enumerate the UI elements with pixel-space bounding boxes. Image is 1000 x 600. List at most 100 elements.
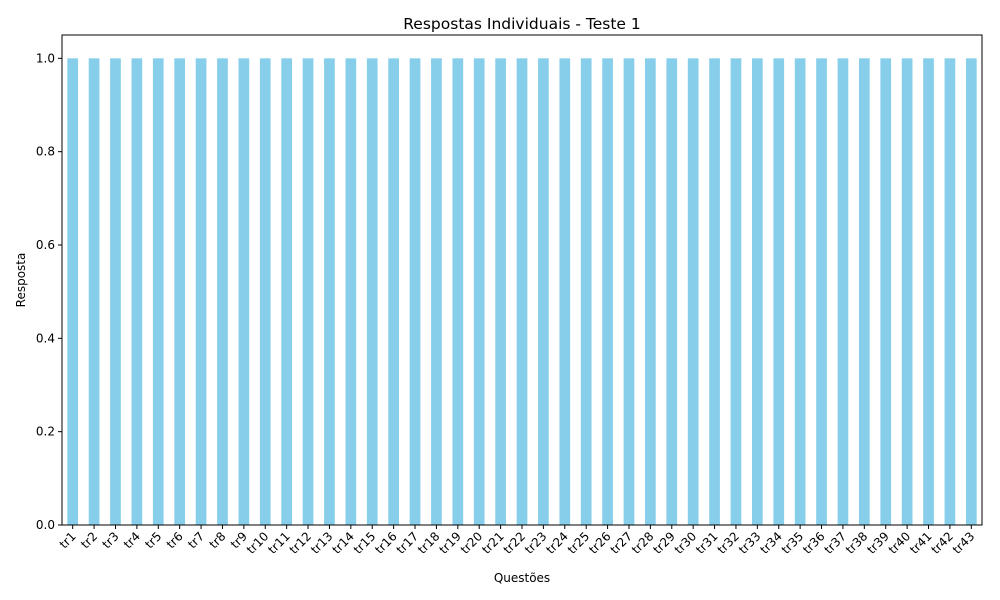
- bar-tr35: [794, 58, 806, 525]
- bar-tr28: [645, 58, 656, 525]
- bar-tr3: [110, 58, 121, 525]
- bar-tr31: [709, 58, 720, 525]
- y-tick-label: 0.8: [36, 145, 55, 159]
- x-tick-label: tr35: [779, 529, 807, 557]
- bar-tr41: [923, 58, 934, 525]
- x-tick-label: tr10: [244, 529, 272, 557]
- bar-tr11: [281, 58, 292, 525]
- bar-tr27: [623, 58, 635, 525]
- x-tick-label: tr25: [565, 529, 593, 557]
- bar-tr16: [388, 58, 399, 525]
- x-axis-label: Questões: [494, 571, 550, 585]
- x-tick-label: tr26: [586, 529, 614, 557]
- x-tick-label: tr42: [929, 529, 957, 557]
- x-axis: tr1 tr2 tr3 tr4 tr5 tr6 tr7 tr8 tr9tr10tr11tr12t…: [57, 525, 978, 557]
- x-tick-label: tr34: [757, 529, 785, 557]
- x-tick-label: tr31: [693, 529, 721, 557]
- x-tick-label: tr40: [886, 529, 914, 557]
- x-tick-label: tr11: [265, 529, 293, 557]
- y-tick-label: 0.2: [36, 425, 55, 439]
- chart-title: Respostas Individuais - Teste 1: [403, 15, 641, 33]
- bar-tr5: [152, 58, 164, 525]
- x-tick-label: tr15: [351, 529, 379, 557]
- x-tick-label: tr37: [822, 529, 850, 557]
- x-tick-label: tr17: [394, 529, 422, 557]
- x-tick-label: tr22: [501, 529, 529, 557]
- x-tick-label: tr28: [629, 529, 657, 557]
- bar-tr6: [174, 58, 186, 525]
- bar-tr29: [666, 58, 678, 525]
- bar-tr43: [965, 58, 977, 525]
- bar-tr34: [773, 58, 785, 525]
- bar-tr42: [944, 58, 956, 525]
- bar-tr32: [730, 58, 742, 525]
- x-tick-label: tr38: [843, 529, 871, 557]
- x-tick-label: tr7: [185, 529, 207, 551]
- bar-tr9: [238, 58, 250, 525]
- bar-tr7: [195, 58, 207, 525]
- x-tick-label: tr1: [57, 529, 79, 551]
- bar-tr40: [901, 58, 913, 525]
- x-tick-label: tr41: [907, 529, 935, 557]
- bar-tr20: [473, 58, 485, 525]
- bars-group: [67, 58, 977, 525]
- bar-tr8: [217, 58, 228, 525]
- y-tick-label: 0.0: [36, 518, 55, 532]
- bar-tr23: [538, 58, 549, 525]
- bar-tr39: [880, 58, 892, 525]
- bar-tr1: [67, 58, 79, 525]
- x-tick-label: tr16: [372, 529, 400, 557]
- bar-tr18: [431, 58, 442, 525]
- x-tick-label: tr27: [608, 529, 636, 557]
- x-tick-label: tr12: [287, 529, 315, 557]
- bar-tr38: [858, 58, 870, 525]
- x-tick-label: tr21: [479, 529, 507, 557]
- bar-tr24: [559, 58, 571, 525]
- x-tick-label: tr23: [522, 529, 550, 557]
- plot-frame: [61, 34, 983, 526]
- x-tick-label: tr6: [164, 529, 186, 551]
- bar-tr30: [687, 58, 699, 525]
- x-tick-label: tr43: [950, 529, 978, 557]
- x-tick-label: tr4: [121, 529, 143, 551]
- x-tick-label: tr30: [672, 529, 700, 557]
- bar-tr25: [580, 58, 592, 525]
- bar-tr12: [302, 58, 314, 525]
- x-tick-label: tr29: [650, 529, 678, 557]
- y-tick-label: 0.4: [36, 331, 55, 345]
- bar-tr4: [131, 58, 143, 525]
- bar-tr36: [816, 58, 827, 525]
- x-tick-label: tr13: [308, 529, 336, 557]
- x-tick-label: tr20: [458, 529, 486, 557]
- bar-tr15: [366, 58, 378, 525]
- bar-tr37: [837, 58, 849, 525]
- bar-tr2: [88, 58, 100, 525]
- bar-tr10: [259, 58, 271, 525]
- x-tick-label: tr14: [329, 529, 357, 557]
- bar-tr14: [345, 58, 357, 525]
- x-tick-label: tr8: [206, 529, 228, 551]
- x-tick-label: tr36: [800, 529, 828, 557]
- y-tick-label: 1.0: [36, 51, 55, 65]
- x-tick-label: tr18: [415, 529, 443, 557]
- bar-tr26: [602, 58, 613, 525]
- y-axis: 0.0 0.2 0.4 0.6 0.8 1.0: [36, 51, 62, 532]
- bar-tr17: [409, 58, 421, 525]
- bar-tr19: [452, 58, 464, 525]
- y-axis-label: Resposta: [14, 253, 28, 308]
- x-tick-label: tr32: [715, 529, 743, 557]
- x-tick-label: tr39: [864, 529, 892, 557]
- bar-tr22: [516, 58, 528, 525]
- bar-tr33: [752, 58, 763, 525]
- x-tick-label: tr33: [736, 529, 764, 557]
- x-tick-label: tr24: [543, 529, 571, 557]
- x-tick-label: tr2: [78, 529, 100, 551]
- bar-tr13: [324, 58, 335, 525]
- x-tick-label: tr19: [436, 529, 464, 557]
- x-tick-label: tr5: [142, 529, 164, 551]
- y-tick-label: 0.6: [36, 238, 55, 252]
- x-tick-label: tr3: [99, 529, 121, 551]
- bar-tr21: [495, 58, 506, 525]
